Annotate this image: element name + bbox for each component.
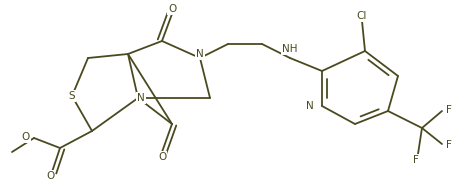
Text: F: F bbox=[413, 155, 419, 165]
Text: O: O bbox=[168, 4, 176, 14]
Text: O: O bbox=[22, 132, 30, 142]
Text: O: O bbox=[46, 171, 54, 181]
Text: N: N bbox=[196, 49, 204, 59]
Text: S: S bbox=[69, 91, 76, 101]
Text: Cl: Cl bbox=[357, 11, 367, 21]
Text: F: F bbox=[446, 140, 452, 150]
Text: O: O bbox=[158, 152, 166, 162]
Text: F: F bbox=[446, 105, 452, 115]
Text: N: N bbox=[137, 93, 145, 103]
Text: N: N bbox=[306, 101, 314, 111]
Text: NH: NH bbox=[282, 44, 298, 54]
